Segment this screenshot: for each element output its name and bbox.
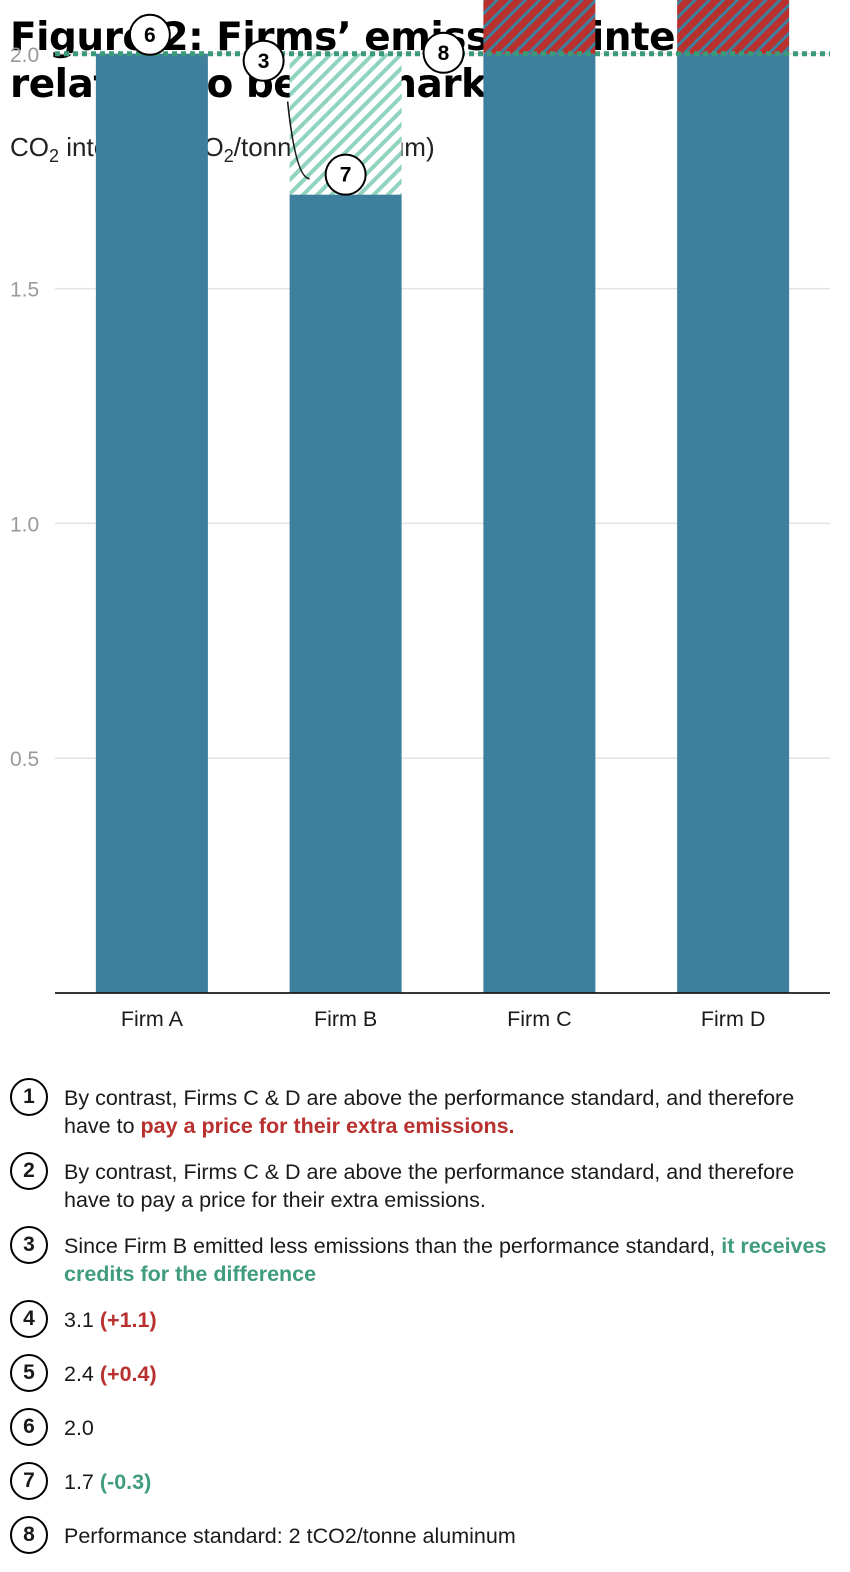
- note-marker: 7: [10, 1462, 48, 1500]
- note-marker: 3: [10, 1226, 48, 1264]
- x-tick-label: Firm A: [121, 1007, 184, 1031]
- note-body: Performance standard: 2 tCO2/tonne alumi…: [64, 1524, 516, 1548]
- x-tick-label: Firm B: [314, 1007, 377, 1031]
- y-tick-label: 2.0: [10, 44, 39, 67]
- annotation-marker-label: 7: [340, 164, 352, 187]
- note-marker: 1: [10, 1078, 48, 1116]
- bar: [483, 53, 596, 994]
- note-text: 2.4 (+0.4): [64, 1354, 840, 1388]
- note-marker: 4: [10, 1300, 48, 1338]
- note-body: 1.7: [64, 1470, 100, 1494]
- note-text: By contrast, Firms C & D are above the p…: [64, 1078, 840, 1140]
- note-marker: 8: [10, 1516, 48, 1554]
- y-tick-label: 1.5: [10, 279, 39, 302]
- x-tick-label: Firm C: [507, 1007, 571, 1031]
- note-body: 2.0: [64, 1416, 94, 1440]
- note-body: 2.4: [64, 1362, 100, 1386]
- subtitle-subscript: 2: [223, 146, 234, 166]
- note-highlight: it receives credits for the difference: [64, 1234, 827, 1286]
- note-body: By contrast, Firms C & D are above the p…: [64, 1086, 795, 1138]
- annotation-marker-label: 8: [438, 42, 450, 65]
- note-text: 1.7 (-0.3): [64, 1462, 840, 1496]
- note-item: 8 Performance standard: 2 tCO2/tonne alu…: [10, 1516, 840, 1560]
- note-item: 7 1.7 (-0.3): [10, 1462, 840, 1506]
- note-item: 1 By contrast, Firms C & D are above the…: [10, 1078, 840, 1142]
- note-body: 3.1: [64, 1308, 100, 1332]
- excess-segment: [677, 0, 790, 54]
- note-highlight: (-0.3): [99, 1470, 152, 1494]
- bars: [55, 0, 830, 994]
- excess-segment: [483, 0, 596, 54]
- note-text: Performance standard: 2 tCO2/tonne alumi…: [64, 1516, 840, 1550]
- note-text: By contrast, Firms C & D are above the p…: [64, 1152, 840, 1214]
- note-item: 4 3.1 (+1.1): [10, 1300, 840, 1344]
- x-tick-label: Firm D: [701, 1007, 765, 1031]
- note-body: Since Firm B emitted less emissions than…: [64, 1234, 722, 1258]
- annotation-leader: [286, 101, 310, 180]
- annotations: 63781524: [128, 13, 465, 196]
- annotation-marker-label: 3: [258, 50, 270, 73]
- subtitle-subscript: 2: [49, 146, 60, 166]
- annotation-marker: [422, 31, 465, 74]
- subtitle-part: CO: [10, 132, 49, 162]
- note-item: 5 2.4 (+0.4): [10, 1354, 840, 1398]
- annotation-marker-label: 6: [144, 24, 156, 47]
- bar: [95, 53, 208, 994]
- note-item: 6 2.0: [10, 1408, 840, 1452]
- note-highlight: pay a price for their extra emissions.: [140, 1114, 515, 1138]
- bar: [289, 194, 402, 993]
- bar: [677, 53, 790, 994]
- note-marker: 2: [10, 1152, 48, 1190]
- note-item: 3 Since Firm B emitted less emissions th…: [10, 1226, 840, 1290]
- note-marker: 5: [10, 1354, 48, 1392]
- annotation-marker: [242, 39, 285, 82]
- y-tick-label: 0.5: [10, 748, 39, 771]
- note-highlight: (+0.4): [99, 1362, 157, 1386]
- annotation-marker: [324, 153, 367, 196]
- note-text: 3.1 (+1.1): [64, 1300, 840, 1334]
- note-text: Since Firm B emitted less emissions than…: [64, 1226, 840, 1288]
- note-marker: 6: [10, 1408, 48, 1446]
- note-text: 2.0: [64, 1408, 840, 1442]
- notes-list: 1 By contrast, Firms C & D are above the…: [10, 1078, 840, 1560]
- note-body: By contrast, Firms C & D are above the p…: [64, 1160, 795, 1212]
- annotation-marker: [128, 13, 171, 56]
- note-item: 2 By contrast, Firms C & D are above the…: [10, 1152, 840, 1216]
- note-highlight: (+1.1): [99, 1308, 157, 1332]
- y-tick-label: 1.0: [10, 513, 39, 536]
